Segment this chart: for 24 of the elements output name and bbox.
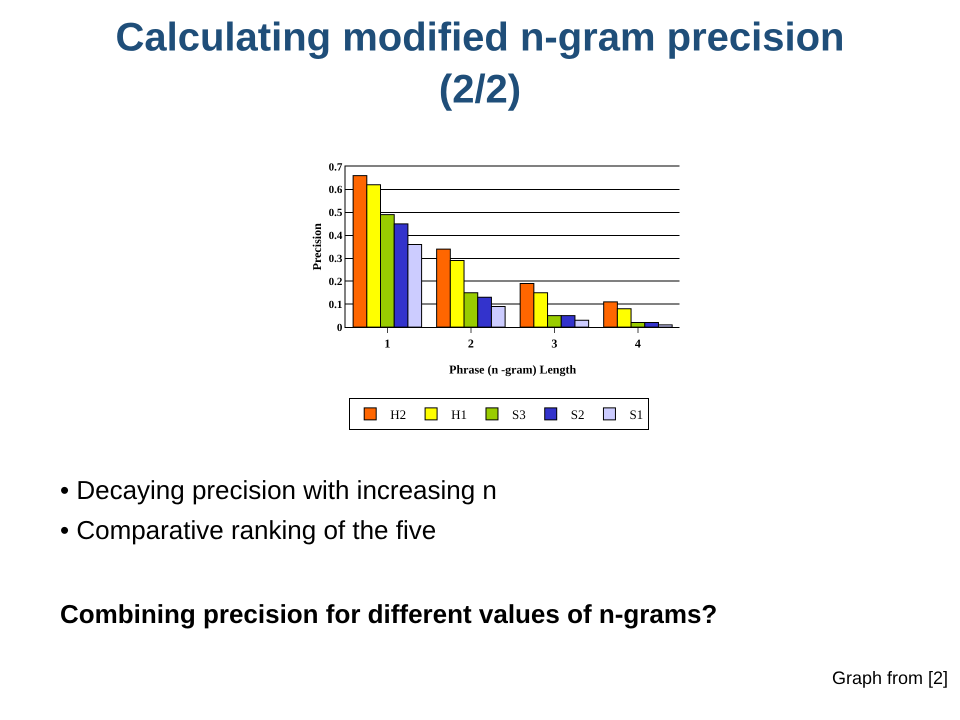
y-tick-label: 0.6 — [328, 184, 343, 196]
x-tick-label: 3 — [551, 336, 558, 351]
x-tick-label: 2 — [468, 336, 474, 351]
x-tick-label: 1 — [384, 336, 390, 351]
legend-label: S2 — [570, 406, 584, 422]
text: • Comparative ranking of the five — [60, 515, 436, 545]
x-tick-label: 4 — [634, 336, 641, 351]
y-tick-label: 0.2 — [328, 276, 343, 288]
legend-label: H1 — [451, 406, 467, 422]
chart-title: Calculating modified n-gram precision (2/2) — [116, 15, 844, 112]
legend-label: S3 — [512, 406, 526, 422]
y-axis-title: Precision — [310, 222, 324, 270]
y-tick-label: 0.5 — [328, 207, 343, 220]
y-tick-label: 0.3 — [328, 253, 343, 266]
text: Combining precision for different values of n-grams? — [60, 599, 718, 629]
legend-label: H2 — [390, 406, 406, 422]
x-axis-title: Phrase (n -gram) Length — [449, 362, 576, 376]
y-tick-label: 0.1 — [328, 299, 342, 312]
y-tick-label: 0 — [336, 322, 343, 334]
text: Graph from [2] — [832, 668, 948, 688]
legend-label: S1 — [629, 406, 644, 422]
text: • Decaying precision with increasing n — [60, 475, 497, 505]
y-tick-label: 0.7 — [328, 161, 343, 174]
y-tick-label: 0.4 — [328, 230, 343, 242]
